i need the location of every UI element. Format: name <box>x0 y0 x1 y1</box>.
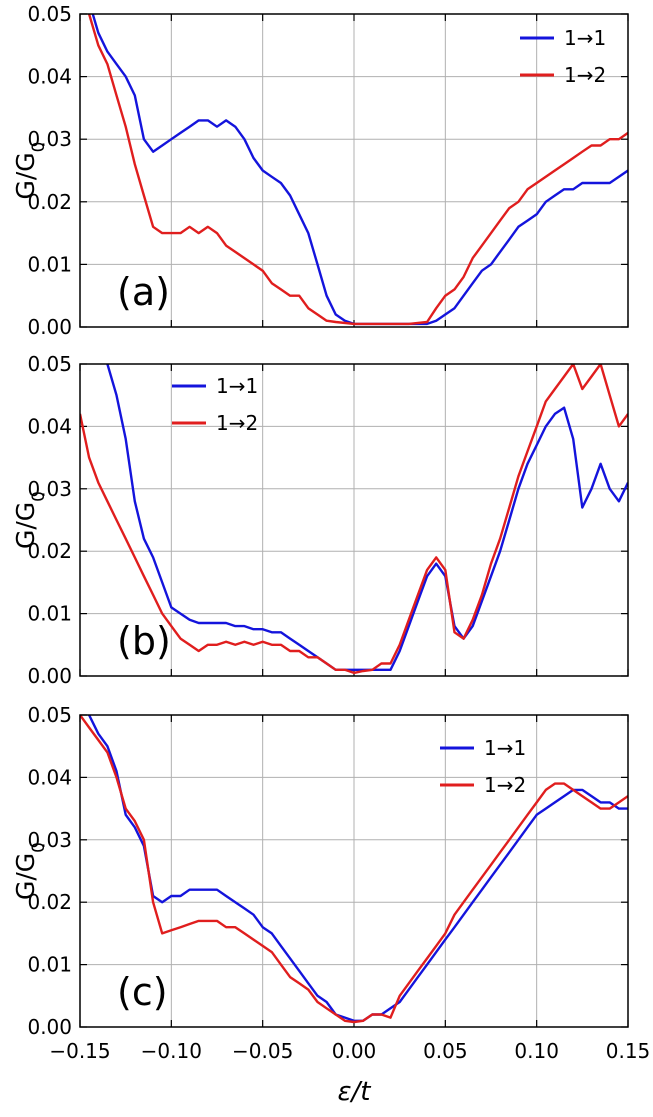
y-tick-label: 0.02 <box>27 539 72 563</box>
y-tick-label: 0.04 <box>27 414 72 438</box>
y-tick-label: 0.00 <box>27 1015 72 1039</box>
panel-c: 0.00 0.01 0.02 0.03 0.04 0.05 G/G0 (c) 1→1 1→2 <box>11 703 629 1039</box>
y-tick-label: 0.03 <box>27 477 72 501</box>
x-tick-label: −0.05 <box>232 1039 293 1063</box>
series-line-1-1 <box>91 14 628 326</box>
y-tick-label: 0.01 <box>27 252 72 276</box>
y-tick-label: 0.03 <box>27 828 72 852</box>
y-tick-label: 0.00 <box>27 315 72 339</box>
x-axis-label: ε/t <box>337 1077 371 1107</box>
y-axis-label: G/G0 <box>11 842 49 900</box>
legend-label: 1→2 <box>564 63 606 87</box>
y-axis-label-subscript: 0 <box>29 142 49 153</box>
panel-a: 0.00 0.01 0.02 0.03 0.04 0.05 G/G0 (a) 1→1 1→2 <box>11 2 629 339</box>
y-tick-label: 0.04 <box>27 65 72 89</box>
panel-label: (a) <box>117 270 170 314</box>
series-line-1-2 <box>80 364 628 675</box>
panel-label: (b) <box>117 619 171 663</box>
legend: 1→1 1→2 <box>172 374 258 435</box>
series-line-1-1 <box>106 364 628 671</box>
x-tick-label: 0.10 <box>514 1039 559 1063</box>
y-axis-label-subscript: 0 <box>29 491 49 502</box>
y-tick-label: 0.03 <box>27 127 72 151</box>
plot-frame <box>79 714 629 1028</box>
y-tick-label: 0.02 <box>27 190 72 214</box>
x-tick-label: −0.15 <box>49 1039 110 1063</box>
plot-frame <box>79 363 629 677</box>
legend-label: 1→2 <box>216 411 258 435</box>
plot-frame <box>79 13 629 328</box>
y-axis-label-subscript: 0 <box>29 842 49 853</box>
y-axis-label-main: G/G <box>11 152 40 199</box>
x-tick-label: 0.15 <box>606 1039 651 1063</box>
y-tick-label: 0.05 <box>27 703 72 727</box>
y-axis-label: G/G0 <box>11 142 49 200</box>
y-tick-label: 0.01 <box>27 602 72 626</box>
x-tick-label: 0.05 <box>423 1039 468 1063</box>
legend-label: 1→1 <box>484 736 526 760</box>
series-line-1-2 <box>80 715 628 1024</box>
y-tick-label: 0.04 <box>27 765 72 789</box>
panel-b: 0.00 0.01 0.02 0.03 0.04 0.05 G/G0 (b) 1→1 1→2 <box>11 352 629 688</box>
x-tick-label: 0.00 <box>332 1039 377 1063</box>
y-tick-label: 0.00 <box>27 664 72 688</box>
legend-label: 1→1 <box>216 374 258 398</box>
y-axis-label-main: G/G <box>11 502 40 549</box>
legend: 1→1 1→2 <box>440 736 526 797</box>
y-tick-label: 0.05 <box>27 352 72 376</box>
legend-label: 1→2 <box>484 773 526 797</box>
y-tick-label: 0.02 <box>27 890 72 914</box>
legend-label: 1→1 <box>564 26 606 50</box>
series-line-1-2 <box>87 14 628 326</box>
x-tick-label: −0.10 <box>141 1039 202 1063</box>
y-tick-label: 0.01 <box>27 953 72 977</box>
legend: 1→1 1→2 <box>520 26 606 87</box>
y-tick-label: 0.05 <box>27 2 72 26</box>
panel-label: (c) <box>117 970 168 1014</box>
y-axis-label: G/G0 <box>11 491 49 549</box>
y-axis-label-main: G/G <box>11 853 40 900</box>
